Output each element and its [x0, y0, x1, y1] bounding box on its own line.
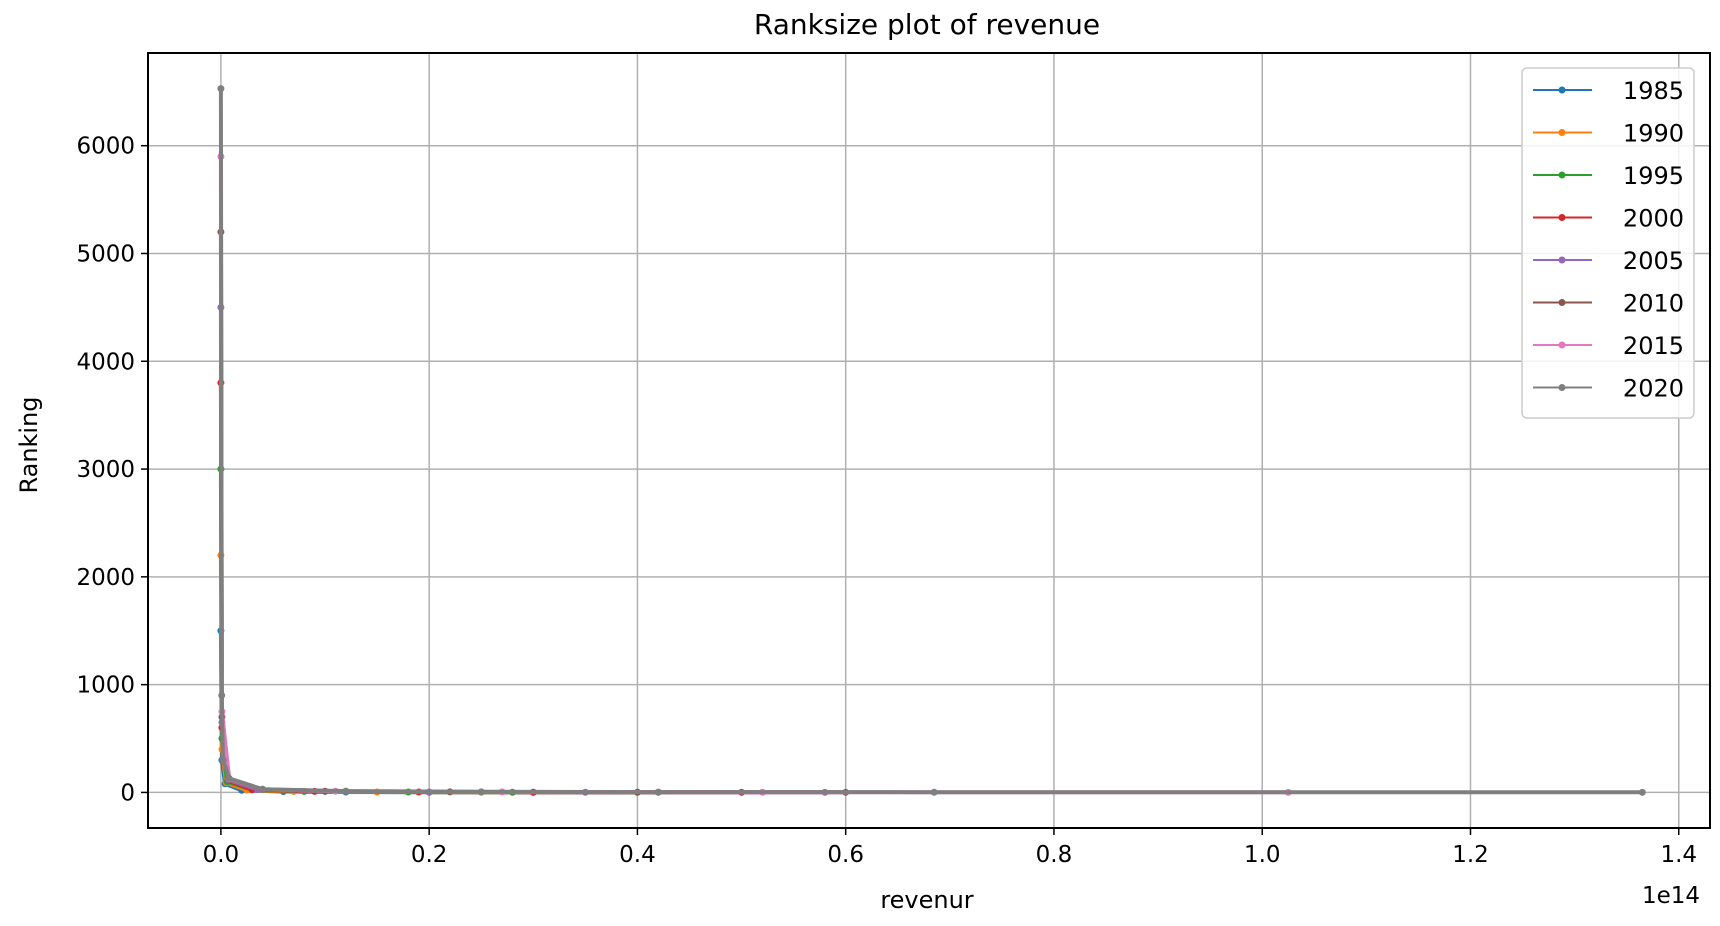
- series-2020: [217, 85, 1646, 796]
- y-tick-label: 6000: [76, 134, 135, 160]
- data-point: [1638, 788, 1646, 796]
- legend-item-1990: 1990: [1533, 120, 1684, 148]
- legend-label: 2020: [1623, 375, 1684, 403]
- data-point: [218, 691, 226, 699]
- legend-item-2000: 2000: [1533, 205, 1684, 233]
- y-tick-label: 2000: [76, 565, 135, 591]
- y-tick-label: 4000: [76, 349, 135, 375]
- grid-lines: [148, 53, 1710, 828]
- data-point: [930, 788, 938, 796]
- legend-swatch-marker: [1558, 384, 1566, 391]
- series-2000: [217, 379, 746, 796]
- x-axis-offset-label: 1e14: [1642, 883, 1700, 909]
- x-tick-label: 1.2: [1452, 842, 1489, 868]
- series-1985: [217, 627, 537, 796]
- series-2015: [217, 152, 1292, 796]
- y-tick-label: 3000: [76, 457, 135, 483]
- y-tick-label: 1000: [76, 673, 135, 699]
- legend-label: 2000: [1623, 205, 1684, 233]
- legend-swatch-marker: [1558, 86, 1566, 94]
- legend-label: 1990: [1623, 120, 1684, 148]
- series-line-2015: [218, 156, 1289, 795]
- x-tick-label: 0.0: [203, 842, 240, 868]
- legend-swatch-marker: [1558, 171, 1566, 179]
- data-point: [654, 788, 662, 796]
- x-tick-label: 1.0: [1244, 842, 1281, 868]
- plot-frame: [147, 52, 1711, 829]
- data-point: [342, 787, 350, 795]
- x-tick-label: 0.2: [411, 842, 448, 868]
- x-axis-label: revenur: [880, 886, 973, 914]
- legend-item-2005: 2005: [1533, 247, 1684, 275]
- series-2010: [217, 228, 850, 796]
- legend-swatch-marker: [1558, 256, 1566, 264]
- series-line-2010: [218, 231, 846, 795]
- series-line-2020: [218, 88, 1643, 795]
- legend-swatch-marker: [1558, 129, 1566, 136]
- series-line-2000: [218, 382, 742, 795]
- legend-label: 1985: [1623, 77, 1684, 105]
- legend-item-2015: 2015: [1533, 332, 1684, 360]
- legend: 1985 1990 1995 2000 2005 2010 2015 2020: [1521, 67, 1695, 419]
- legend-label: 2015: [1623, 332, 1684, 360]
- chart-title: Ranksize plot of revenue: [754, 8, 1100, 41]
- legend-item-1985: 1985: [1533, 77, 1684, 105]
- legend-swatch-marker: [1558, 214, 1566, 221]
- data-point: [219, 756, 227, 764]
- legend-item-1995: 1995: [1533, 162, 1684, 190]
- legend-swatch-marker: [1558, 341, 1566, 349]
- legend-frame: [1521, 67, 1695, 419]
- x-tick-label: 0.6: [827, 842, 864, 868]
- series-2005: [217, 303, 829, 796]
- series-line-1985: [218, 630, 534, 795]
- legend-label: 2010: [1623, 290, 1684, 318]
- x-tick-label: 0.4: [619, 842, 656, 868]
- legend-label: 1995: [1623, 162, 1684, 190]
- data-point: [217, 85, 225, 93]
- legend-item-2010: 2010: [1533, 290, 1684, 318]
- legend-label: 2005: [1623, 247, 1684, 275]
- data-point: [259, 785, 267, 793]
- data-point: [477, 788, 485, 796]
- x-tick-label: 1.4: [1660, 842, 1697, 868]
- y-tick-label: 0: [120, 780, 135, 806]
- legend-item-2020: 2020: [1533, 375, 1684, 403]
- x-axis: 0.0 0.2 0.4 0.6 0.8 1.0 1.2 1.4: [203, 828, 1697, 868]
- x-tick-label: 0.8: [1036, 842, 1073, 868]
- series-1995: [217, 465, 662, 796]
- y-axis-label: Ranking: [15, 396, 43, 493]
- series-line-1995: [218, 469, 659, 795]
- series-layer: [217, 85, 1646, 796]
- y-axis: 0 1000 2000 3000 4000 5000 6000: [76, 134, 148, 806]
- legend-swatch-marker: [1558, 299, 1566, 306]
- series-line-2005: [218, 307, 825, 795]
- data-point: [225, 774, 233, 782]
- y-tick-label: 5000: [76, 241, 135, 267]
